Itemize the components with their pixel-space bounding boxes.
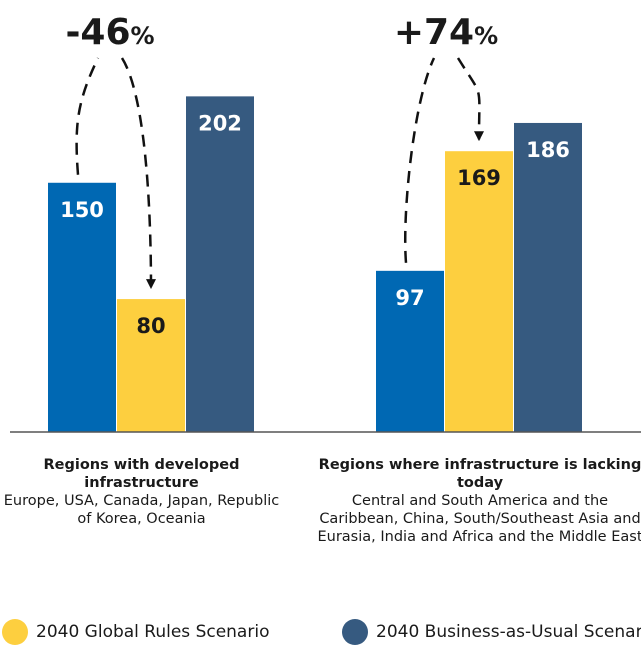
bar-value-label: 186 — [526, 138, 570, 162]
bar-business-as-usual — [186, 96, 254, 432]
bar-2019 — [48, 182, 116, 432]
legend-swatch-yellow — [2, 619, 28, 645]
bar-2019 — [376, 270, 444, 432]
bar-global-rules — [445, 151, 513, 432]
category-title: Regions where infrastructure is lacking … — [318, 457, 641, 491]
legend-swatch-navy — [342, 619, 368, 645]
change-unit: % — [131, 22, 155, 50]
change-value: -46 — [65, 12, 130, 53]
change-annotation: -46% — [65, 12, 154, 53]
bar-value-label: 169 — [457, 166, 501, 190]
change-unit: % — [474, 22, 498, 50]
category-subtitle: Central and South America and the Caribb… — [317, 493, 641, 545]
bar-value-label: 97 — [395, 286, 424, 310]
category-label-developed: Regions with developed infrastructure Eu… — [0, 456, 283, 528]
change-annotation: +74% — [394, 12, 498, 53]
bar-value-label: 202 — [198, 111, 242, 135]
category-label-lacking: Regions where infrastructure is lacking … — [312, 456, 641, 546]
category-subtitle: Europe, USA, Canada, Japan, Republic of … — [3, 493, 280, 527]
change-arrow — [75, 57, 151, 287]
legend: 2040 Global Rules Scenario 2040 Business… — [0, 615, 641, 645]
change-arrow — [403, 57, 479, 263]
legend-item-global-rules: 2040 Global Rules Scenario — [2, 619, 269, 645]
change-value: +74 — [394, 12, 474, 53]
legend-label: 2040 Global Rules Scenario — [36, 622, 270, 642]
bar-business-as-usual — [514, 122, 582, 432]
legend-label: 2040 Business-as-Usual Scenario — [376, 622, 641, 642]
category-title: Regions with developed infrastructure — [43, 457, 240, 491]
legend-item-business-as-usual: 2040 Business-as-Usual Scenario — [342, 619, 641, 645]
bar-value-label: 80 — [136, 314, 165, 338]
bar-value-label: 150 — [60, 198, 104, 222]
bar-global-rules — [117, 299, 185, 432]
